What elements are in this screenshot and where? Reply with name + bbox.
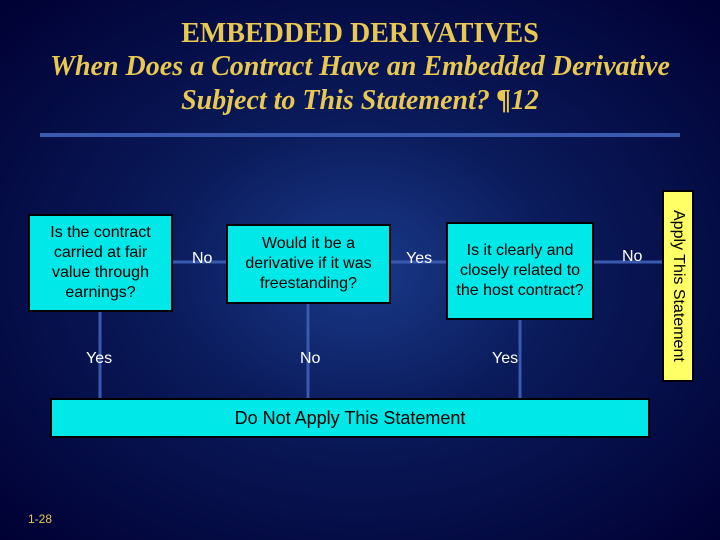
do-not-apply-box: Do Not Apply This Statement xyxy=(50,398,650,438)
edge-label-no-2: No xyxy=(622,248,642,266)
edge-label-no-down-mid: No xyxy=(300,350,320,368)
title-block: EMBEDDED DERIVATIVES When Does a Contrac… xyxy=(0,0,720,127)
flowchart: Is the contract carried at fair value th… xyxy=(0,190,720,450)
slide: EMBEDDED DERIVATIVES When Does a Contrac… xyxy=(0,0,720,540)
edge-label-yes-down-left: Yes xyxy=(86,350,112,368)
apply-statement-box: Apply This Statement xyxy=(662,190,694,382)
edge-label-no-1: No xyxy=(192,250,212,268)
decision-box-q3: Is it clearly and closely related to the… xyxy=(446,222,594,320)
edge-label-yes-1: Yes xyxy=(406,250,432,268)
decision-box-q2: Would it be a derivative if it was frees… xyxy=(226,224,391,304)
title-subtitle: When Does a Contract Have an Embedded De… xyxy=(50,50,670,117)
decision-box-q1: Is the contract carried at fair value th… xyxy=(28,214,173,312)
title-divider xyxy=(40,133,680,137)
edge-label-yes-down-right: Yes xyxy=(492,350,518,368)
slide-number: 1-28 xyxy=(28,512,52,526)
title-main: EMBEDDED DERIVATIVES xyxy=(50,18,670,50)
